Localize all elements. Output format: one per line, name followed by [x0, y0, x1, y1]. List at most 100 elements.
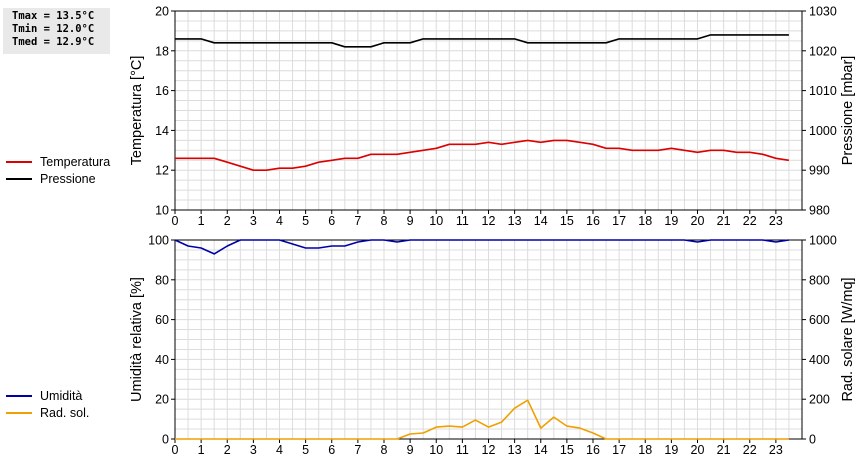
legend-item-temperatura: Temperatura	[6, 153, 110, 170]
x-tick-label: 7	[354, 443, 361, 457]
y-right-tick-label: 980	[809, 204, 830, 218]
x-tick-label: 14	[534, 443, 548, 457]
x-tick-label: 9	[407, 214, 414, 228]
y-left-tick-label: 60	[155, 313, 169, 327]
x-tick-label: 4	[276, 443, 283, 457]
y-left-tick-label: 12	[155, 164, 169, 178]
y-right-axis-label: Rad. solare [W/mq]	[840, 277, 856, 401]
series-line-temperatura	[175, 139, 790, 171]
x-tick-label: 21	[717, 214, 731, 228]
x-tick-label: 2	[224, 214, 231, 228]
x-tick-label: 7	[354, 214, 361, 228]
legend-item-umidita: Umidità	[6, 387, 89, 404]
x-tick-label: 9	[407, 443, 414, 457]
y-right-tick-label: 600	[809, 313, 830, 327]
x-tick-label: 1	[198, 214, 205, 228]
x-tick-label: 18	[638, 443, 652, 457]
series-line-pressione	[175, 34, 789, 48]
x-tick-label: 14	[534, 214, 548, 228]
y-right-tick-label: 400	[809, 353, 830, 367]
x-tick-label: 20	[691, 214, 705, 228]
y-right-tick-label: 1000	[809, 124, 837, 138]
y-left-tick-label: 20	[155, 393, 169, 407]
y-right-tick-label: 1000	[809, 234, 837, 248]
x-tick-label: 5	[302, 214, 309, 228]
x-tick-label: 12	[482, 214, 496, 228]
y-right-tick-label: 1030	[809, 5, 837, 19]
legend-label-umidita: Umidità	[40, 388, 83, 403]
y-left-tick-label: 20	[155, 5, 169, 19]
y-left-tick-label: 40	[155, 353, 169, 367]
y-right-tick-label: 1020	[809, 44, 837, 58]
y-right-axis-label: Pressione [mbar]	[840, 56, 856, 166]
x-tick-label: 16	[586, 214, 600, 228]
tmed-label: Tmed = 12.9°C	[12, 36, 95, 48]
x-tick-label: 22	[743, 443, 757, 457]
x-tick-label: 13	[508, 443, 522, 457]
x-tick-label: 6	[328, 443, 335, 457]
legend-swatch-rad-sol	[6, 411, 32, 414]
legend-swatch-temperatura	[6, 160, 32, 163]
grid	[175, 240, 802, 439]
legend-top: Temperatura Pressione	[6, 153, 110, 187]
tmin-label: Tmin = 12.0°C	[12, 23, 95, 35]
y-left-tick-label: 10	[155, 204, 169, 218]
x-tick-label: 15	[560, 214, 574, 228]
legend-item-pressione: Pressione	[6, 170, 110, 187]
x-tick-label: 15	[560, 443, 574, 457]
x-tick-label: 3	[250, 443, 257, 457]
y-right-tick-label: 1010	[809, 84, 837, 98]
series-line-umidit	[174, 239, 790, 255]
y-left-axis-label: Umidità relativa [%]	[129, 277, 145, 402]
x-tick-label: 11	[456, 214, 469, 228]
x-tick-label: 12	[482, 443, 496, 457]
y-right-tick-label: 200	[809, 393, 830, 407]
y-left-tick-label: 14	[155, 124, 169, 138]
x-tick-label: 17	[612, 214, 626, 228]
legend-label-rad-sol: Rad. sol.	[40, 405, 90, 420]
y-left-axis-label: Temperatura [°C]	[129, 56, 145, 166]
x-tick-label: 10	[429, 443, 443, 457]
y-left-tick-label: 100	[148, 234, 169, 248]
y-right-tick-label: 0	[809, 433, 816, 447]
x-tick-label: 19	[664, 214, 678, 228]
x-tick-label: 1	[198, 443, 205, 457]
y-left-tick-label: 18	[155, 44, 169, 58]
x-tick-label: 17	[612, 443, 626, 457]
x-tick-label: 8	[381, 214, 388, 228]
y-left-tick-label: 0	[162, 433, 169, 447]
x-tick-label: 8	[381, 443, 388, 457]
x-tick-label: 4	[276, 214, 283, 228]
legend-item-rad-sol: Rad. sol.	[6, 404, 89, 421]
y-left-tick-label: 16	[155, 84, 169, 98]
legend-swatch-umidita	[6, 394, 32, 397]
x-tick-label: 22	[743, 214, 757, 228]
legend-bottom: Umidità Rad. sol.	[6, 387, 89, 421]
x-tick-label: 10	[429, 214, 443, 228]
x-tick-label: 6	[328, 214, 335, 228]
series-line-rad-sol	[175, 399, 789, 440]
x-tick-label: 23	[769, 214, 783, 228]
x-tick-label: 5	[302, 443, 309, 457]
x-tick-label: 19	[664, 443, 678, 457]
temperature-stats-box: Tmax = 13.5°C Tmin = 12.0°C Tmed = 12.9°…	[3, 8, 110, 54]
x-tick-label: 18	[638, 214, 652, 228]
temperature-pressure-chart: 0 1 2 3 4 5 6 7 8 9 10 11 12 13 14 15 16 17 18 19 20 21 22 2310…	[129, 5, 856, 229]
x-tick-label: 0	[172, 443, 179, 457]
legend-swatch-pressione	[6, 177, 32, 180]
x-tick-label: 21	[717, 443, 731, 457]
legend-label-pressione: Pressione	[40, 171, 96, 186]
grid	[175, 11, 802, 210]
x-tick-label: 0	[172, 214, 179, 228]
y-left-tick-label: 80	[155, 273, 169, 287]
x-tick-label: 20	[691, 443, 705, 457]
humidity-radiation-chart: 0 1 2 3 4 5 6 7 8 9 10 11 12 13 14 15 16 17 18 19 20 21 22 2302…	[129, 234, 856, 458]
tmax-label: Tmax = 13.5°C	[12, 10, 95, 22]
x-tick-label: 11	[456, 443, 469, 457]
x-tick-label: 23	[769, 443, 783, 457]
y-right-tick-label: 800	[809, 273, 830, 287]
y-right-tick-label: 990	[809, 164, 830, 178]
legend-label-temperatura: Temperatura	[40, 154, 111, 169]
x-tick-label: 2	[224, 443, 231, 457]
